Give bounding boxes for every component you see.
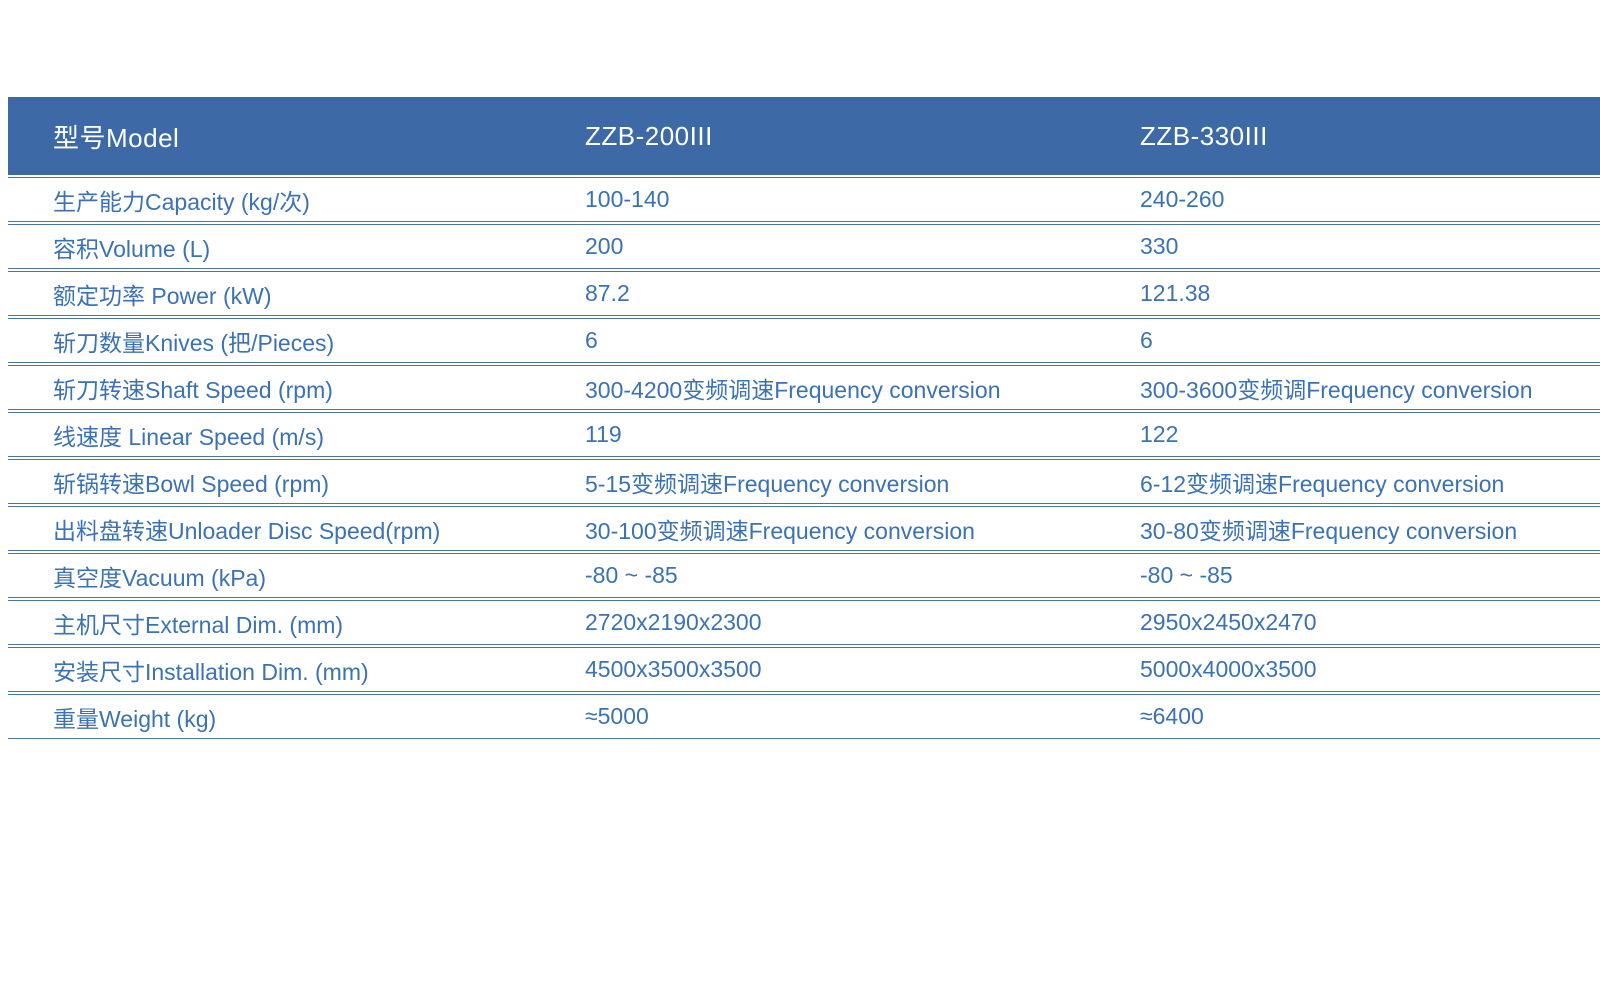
- cell-value-model1: -80 ~ -85: [540, 553, 1095, 598]
- cell-value-model2: ≈6400: [1095, 694, 1600, 739]
- cell-value-model1: 4500x3500x3500: [540, 647, 1095, 692]
- table-row: 斩刀转速Shaft Speed (rpm) 300-4200变频调速Freque…: [8, 365, 1600, 410]
- spec-table-container: 型号Model ZZB-200III ZZB-330III 生产能力Capaci…: [8, 95, 1600, 741]
- cell-value-model2: 6-12变频调速Frequency conversion: [1095, 459, 1600, 504]
- header-model-label: 型号Model: [8, 97, 540, 175]
- cell-value-model1: 87.2: [540, 271, 1095, 316]
- cell-value-model2: 30-80变频调速Frequency conversion: [1095, 506, 1600, 551]
- cell-value-model2: 121.38: [1095, 271, 1600, 316]
- cell-value-model1: 119: [540, 412, 1095, 457]
- row-label: 出料盘转速Unloader Disc Speed(rpm): [8, 506, 540, 551]
- cell-value-model2: 6: [1095, 318, 1600, 363]
- row-label: 真空度Vacuum (kPa): [8, 553, 540, 598]
- cell-value-model2: 2950x2450x2470: [1095, 600, 1600, 645]
- table-row: 容积Volume (L) 200 330: [8, 224, 1600, 269]
- cell-value-model1: ≈5000: [540, 694, 1095, 739]
- table-row: 主机尺寸External Dim. (mm) 2720x2190x2300 29…: [8, 600, 1600, 645]
- cell-value-model2: 122: [1095, 412, 1600, 457]
- cell-value-model2: -80 ~ -85: [1095, 553, 1600, 598]
- cell-value-model2: 330: [1095, 224, 1600, 269]
- header-model-2: ZZB-330III: [1095, 97, 1600, 175]
- cell-value-model2: 300-3600变频调Frequency conversion: [1095, 365, 1600, 410]
- cell-value-model2: 5000x4000x3500: [1095, 647, 1600, 692]
- table-row: 安装尺寸Installation Dim. (mm) 4500x3500x350…: [8, 647, 1600, 692]
- spec-table: 型号Model ZZB-200III ZZB-330III 生产能力Capaci…: [8, 95, 1600, 741]
- table-row: 真空度Vacuum (kPa) -80 ~ -85 -80 ~ -85: [8, 553, 1600, 598]
- cell-value-model1: 200: [540, 224, 1095, 269]
- row-label: 线速度 Linear Speed (m/s): [8, 412, 540, 457]
- row-label: 容积Volume (L): [8, 224, 540, 269]
- cell-value-model1: 100-140: [540, 177, 1095, 222]
- cell-value-model1: 300-4200变频调速Frequency conversion: [540, 365, 1095, 410]
- cell-value-model1: 5-15变频调速Frequency conversion: [540, 459, 1095, 504]
- cell-value-model1: 2720x2190x2300: [540, 600, 1095, 645]
- table-header-row: 型号Model ZZB-200III ZZB-330III: [8, 97, 1600, 175]
- table-row: 斩锅转速Bowl Speed (rpm) 5-15变频调速Frequency c…: [8, 459, 1600, 504]
- row-label: 重量Weight (kg): [8, 694, 540, 739]
- row-label: 安装尺寸Installation Dim. (mm): [8, 647, 540, 692]
- cell-value-model2: 240-260: [1095, 177, 1600, 222]
- table-row: 线速度 Linear Speed (m/s) 119 122: [8, 412, 1600, 457]
- table-row: 额定功率 Power (kW) 87.2 121.38: [8, 271, 1600, 316]
- row-label: 主机尺寸External Dim. (mm): [8, 600, 540, 645]
- table-row: 斩刀数量Knives (把/Pieces) 6 6: [8, 318, 1600, 363]
- row-label: 额定功率 Power (kW): [8, 271, 540, 316]
- row-label: 斩锅转速Bowl Speed (rpm): [8, 459, 540, 504]
- header-model-1: ZZB-200III: [540, 97, 1095, 175]
- table-row: 重量Weight (kg) ≈5000 ≈6400: [8, 694, 1600, 739]
- cell-value-model1: 30-100变频调速Frequency conversion: [540, 506, 1095, 551]
- cell-value-model1: 6: [540, 318, 1095, 363]
- row-label: 斩刀数量Knives (把/Pieces): [8, 318, 540, 363]
- row-label: 生产能力Capacity (kg/次): [8, 177, 540, 222]
- row-label: 斩刀转速Shaft Speed (rpm): [8, 365, 540, 410]
- table-row: 生产能力Capacity (kg/次) 100-140 240-260: [8, 177, 1600, 222]
- table-row: 出料盘转速Unloader Disc Speed(rpm) 30-100变频调速…: [8, 506, 1600, 551]
